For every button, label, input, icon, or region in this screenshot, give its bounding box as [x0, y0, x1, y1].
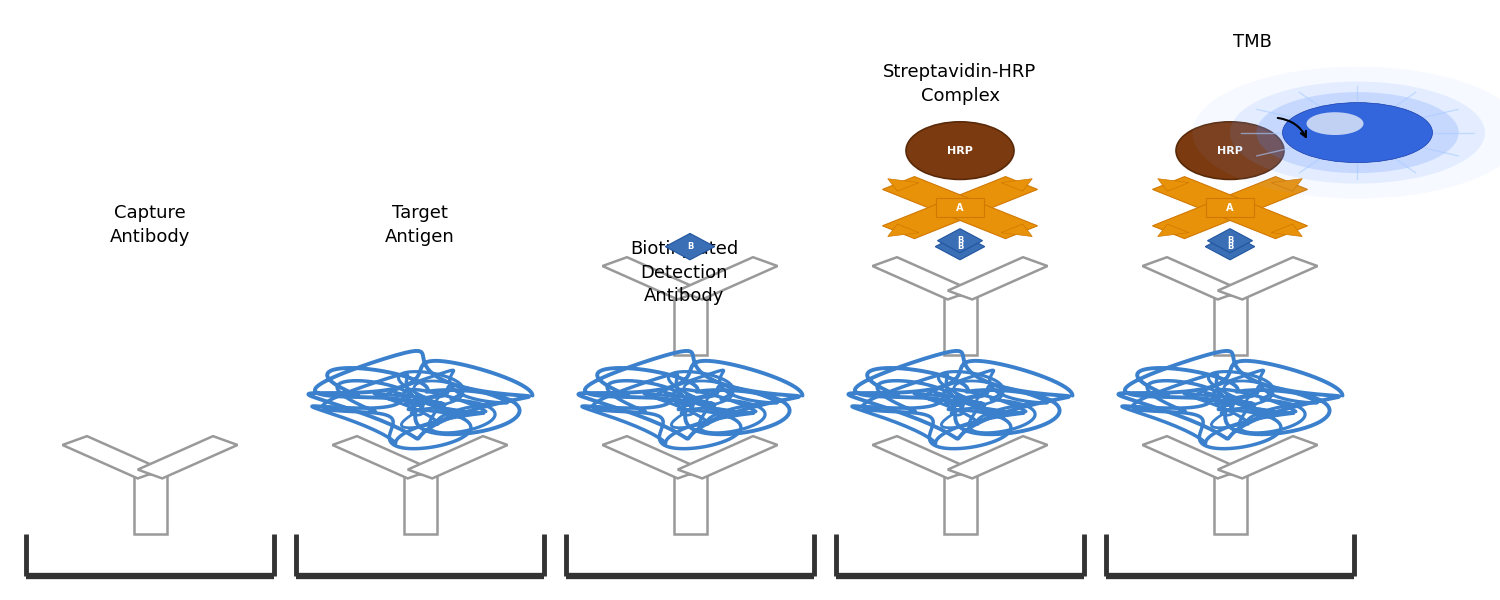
Polygon shape [1000, 224, 1032, 236]
Polygon shape [1218, 436, 1317, 478]
Polygon shape [1214, 176, 1308, 214]
Polygon shape [888, 224, 920, 236]
Circle shape [1192, 67, 1500, 199]
Bar [944, 474, 976, 534]
Text: Biotinylated
Detection
Antibody: Biotinylated Detection Antibody [630, 240, 738, 305]
Polygon shape [888, 179, 920, 191]
Circle shape [1306, 112, 1364, 135]
Ellipse shape [906, 122, 1014, 179]
Text: B: B [687, 242, 693, 251]
Text: B: B [957, 242, 963, 251]
Ellipse shape [1176, 122, 1284, 179]
Polygon shape [1218, 257, 1317, 299]
Polygon shape [666, 233, 714, 260]
Polygon shape [678, 436, 777, 478]
Polygon shape [1152, 201, 1246, 239]
Text: A: A [1227, 203, 1233, 212]
Polygon shape [1206, 233, 1254, 260]
Circle shape [1282, 103, 1432, 163]
Text: B: B [1227, 236, 1233, 245]
Polygon shape [873, 257, 972, 299]
Text: Streptavidin-HRP
Complex: Streptavidin-HRP Complex [884, 63, 1036, 104]
Bar [1214, 295, 1246, 355]
Polygon shape [678, 257, 777, 299]
Circle shape [1230, 82, 1485, 184]
Bar [674, 295, 706, 355]
Text: TMB: TMB [1233, 33, 1272, 51]
Bar [936, 198, 984, 217]
Text: Target
Antigen: Target Antigen [386, 204, 454, 245]
Polygon shape [948, 257, 1047, 299]
Polygon shape [1152, 176, 1246, 214]
Polygon shape [944, 176, 1038, 214]
Bar [944, 295, 976, 355]
Bar [134, 474, 166, 534]
Polygon shape [1208, 229, 1252, 253]
Polygon shape [1270, 224, 1302, 236]
Polygon shape [1270, 179, 1302, 191]
Text: HRP: HRP [1216, 146, 1243, 155]
Polygon shape [603, 436, 702, 478]
Text: HRP: HRP [946, 146, 974, 155]
Polygon shape [1000, 179, 1032, 191]
Polygon shape [936, 233, 984, 260]
Polygon shape [944, 201, 1038, 239]
Polygon shape [1158, 224, 1190, 236]
Text: B: B [957, 236, 963, 245]
Polygon shape [873, 436, 972, 478]
Text: A: A [957, 203, 963, 212]
Bar [674, 474, 706, 534]
Bar [404, 474, 436, 534]
Polygon shape [938, 229, 982, 253]
Polygon shape [333, 436, 432, 478]
Polygon shape [63, 436, 162, 478]
Text: B: B [1227, 242, 1233, 251]
Circle shape [1256, 92, 1458, 173]
Polygon shape [1158, 179, 1190, 191]
Polygon shape [408, 436, 507, 478]
Polygon shape [603, 257, 702, 299]
Polygon shape [138, 436, 237, 478]
Polygon shape [1214, 201, 1308, 239]
Circle shape [1282, 103, 1432, 163]
Polygon shape [948, 436, 1047, 478]
Polygon shape [1143, 257, 1242, 299]
Bar [1214, 474, 1246, 534]
Bar [1206, 198, 1254, 217]
Polygon shape [882, 201, 977, 239]
Text: Capture
Antibody: Capture Antibody [110, 204, 190, 245]
Polygon shape [882, 176, 977, 214]
Polygon shape [1143, 436, 1242, 478]
